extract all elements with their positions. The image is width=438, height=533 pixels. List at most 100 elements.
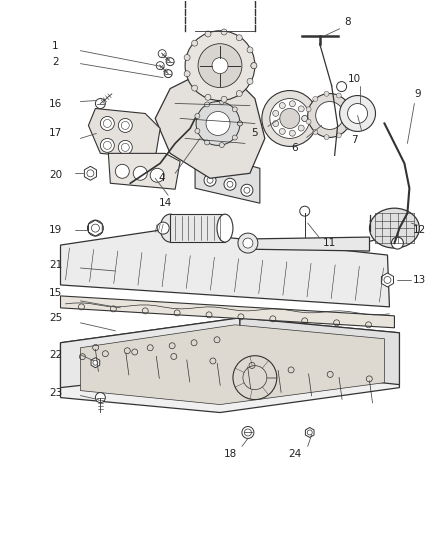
Circle shape [251,63,257,69]
Circle shape [290,101,295,107]
Text: 13: 13 [413,275,426,285]
Circle shape [313,130,318,134]
Circle shape [238,233,258,253]
Circle shape [198,44,242,87]
Circle shape [384,277,391,284]
Circle shape [92,224,99,232]
Circle shape [298,106,304,112]
Circle shape [118,140,132,155]
Circle shape [349,113,354,118]
Circle shape [308,94,352,138]
Polygon shape [91,358,100,368]
Circle shape [392,237,403,249]
Circle shape [150,168,164,182]
Text: 6: 6 [291,143,298,154]
Polygon shape [305,427,314,438]
Circle shape [236,91,242,96]
Circle shape [262,91,318,147]
Circle shape [219,99,224,104]
Circle shape [204,174,216,186]
Circle shape [192,85,198,91]
Text: 22: 22 [49,350,62,360]
Circle shape [290,130,295,136]
Polygon shape [60,230,389,307]
Text: 10: 10 [348,74,361,84]
Circle shape [236,35,242,41]
Circle shape [279,128,285,134]
Circle shape [205,31,211,37]
Circle shape [205,94,211,100]
Circle shape [100,117,114,131]
Circle shape [195,128,200,133]
Text: 19: 19 [49,225,62,235]
Text: 20: 20 [49,170,62,180]
Polygon shape [60,318,399,413]
Circle shape [270,99,310,139]
Circle shape [346,125,350,130]
Circle shape [348,103,367,124]
Text: 8: 8 [344,17,351,27]
Circle shape [349,113,354,118]
Circle shape [237,121,242,126]
Circle shape [118,118,132,132]
Circle shape [237,121,242,126]
Circle shape [306,119,311,124]
Circle shape [298,125,304,131]
Text: 12: 12 [413,225,426,235]
Circle shape [221,96,227,102]
Text: 4: 4 [159,173,166,183]
Circle shape [219,142,224,148]
Text: 21: 21 [49,260,62,270]
Circle shape [103,141,111,149]
Text: 7: 7 [351,135,358,146]
Polygon shape [81,325,385,405]
Circle shape [302,116,308,122]
Text: 16: 16 [49,99,62,109]
Circle shape [185,31,255,101]
Circle shape [195,114,200,118]
Polygon shape [60,318,240,387]
Text: 11: 11 [323,238,336,248]
Circle shape [273,110,279,116]
Circle shape [88,220,103,236]
Text: 24: 24 [288,449,301,459]
Circle shape [316,101,343,130]
Circle shape [121,143,129,151]
Circle shape [166,58,174,66]
Polygon shape [155,74,265,178]
Circle shape [302,116,308,122]
Circle shape [164,70,172,78]
Circle shape [205,140,209,145]
Circle shape [273,120,279,126]
Circle shape [157,222,169,234]
Ellipse shape [370,208,419,248]
Circle shape [103,119,111,127]
Circle shape [279,102,285,109]
Circle shape [280,109,300,128]
Circle shape [87,170,94,177]
Circle shape [346,101,350,106]
Polygon shape [88,109,160,158]
Circle shape [300,206,310,216]
Circle shape [227,181,233,187]
Polygon shape [85,166,96,180]
Circle shape [93,360,98,365]
Circle shape [156,62,164,70]
Circle shape [196,101,240,146]
Text: 2: 2 [52,56,59,67]
Polygon shape [60,296,395,328]
Circle shape [336,93,341,98]
Text: 5: 5 [251,128,258,139]
Text: 23: 23 [49,387,62,398]
Polygon shape [108,154,180,189]
Circle shape [100,139,114,152]
Circle shape [95,393,106,402]
Circle shape [205,102,209,107]
Polygon shape [381,273,393,287]
Circle shape [212,58,228,74]
Text: 18: 18 [223,449,237,459]
Circle shape [184,54,190,61]
Circle shape [306,107,311,112]
Text: 25: 25 [49,313,62,323]
Circle shape [184,71,190,77]
